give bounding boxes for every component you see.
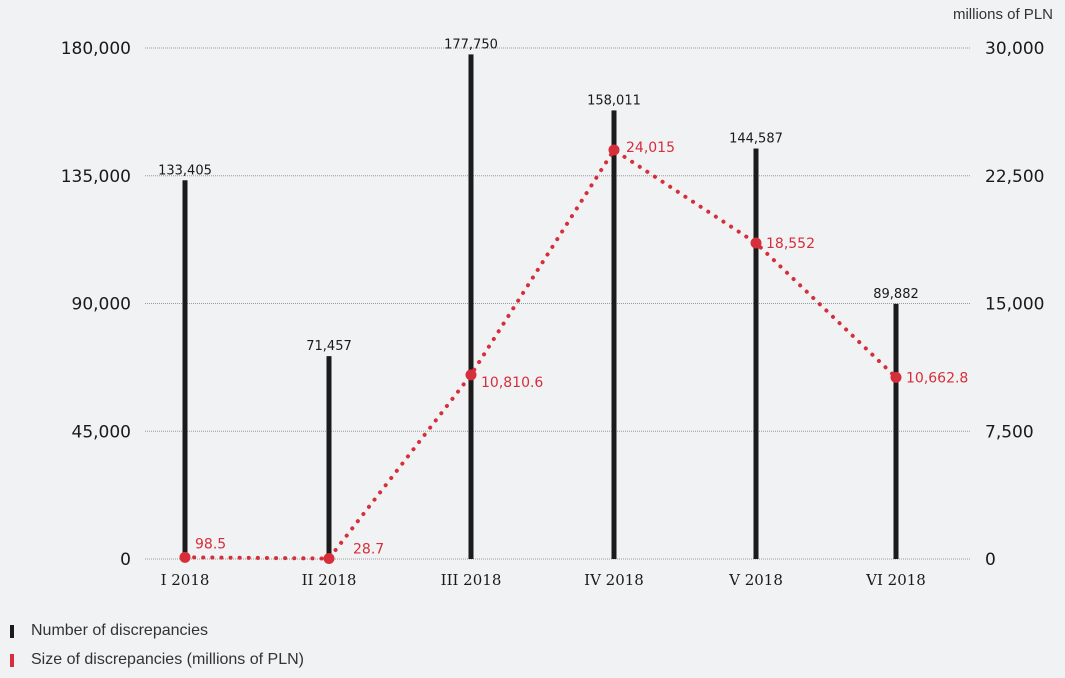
x-axis-category-label: I 2018 <box>161 571 210 589</box>
x-axis-category-label: IV 2018 <box>584 571 644 589</box>
size-series-point <box>608 144 620 156</box>
right-axis-tick-label: 15,000 <box>985 295 1044 315</box>
right-axis-tick-label: 22,500 <box>985 167 1044 187</box>
left-axis-tick-label: 180,000 <box>61 39 131 59</box>
bar <box>753 148 759 559</box>
x-axis-category-label: II 2018 <box>302 571 357 589</box>
legend-label-number: Number of discrepancies <box>31 622 208 639</box>
bar <box>611 110 617 560</box>
legend-swatch-line <box>10 653 14 667</box>
x-axis-category-label: V 2018 <box>728 571 783 589</box>
legend-item-size: Size of discrepancies (millions of PLN) <box>10 649 304 671</box>
right-axis-tick-label: 30,000 <box>985 39 1044 59</box>
legend-swatch-bar <box>10 624 14 638</box>
size-series-value-label: 98.5 <box>195 536 226 552</box>
combo-chart: 0 45,000 90,000 135,000 180,000 0 7,500 15,000 2… <box>61 37 1045 589</box>
size-series-value-label: 10,810.6 <box>481 375 543 391</box>
size-series-value-label: 18,552 <box>766 236 815 252</box>
legend-item-number: Number of discrepancies <box>10 620 304 642</box>
size-series-point <box>323 553 335 565</box>
left-axis-tick-label: 90,000 <box>72 295 131 315</box>
bar-value-label: 144,587 <box>729 132 783 147</box>
bar <box>893 303 899 559</box>
size-series-line <box>183 147 898 561</box>
left-axis-tick-label: 45,000 <box>72 422 131 442</box>
legend-label-size: Size of discrepancies (millions of PLN) <box>31 651 304 668</box>
bar <box>326 356 332 559</box>
left-axis-tick-label: 0 <box>120 550 131 570</box>
bar <box>468 54 474 559</box>
legend: Number of discrepancies Size of discrepa… <box>10 620 304 678</box>
bar <box>182 180 188 560</box>
left-axis-tick-label: 135,000 <box>61 167 131 187</box>
bar-value-label: 158,011 <box>587 93 641 108</box>
size-series-point <box>890 371 902 383</box>
bar-value-label: 133,405 <box>158 163 212 178</box>
bar-value-label: 71,457 <box>306 339 352 354</box>
right-axis-tick-label: 7,500 <box>985 422 1034 442</box>
size-series-value-label: 10,662.8 <box>906 370 968 386</box>
bar-value-label: 177,750 <box>444 37 498 52</box>
size-series-value-label: 28.7 <box>353 542 384 558</box>
right-axis-tick-label: 0 <box>985 550 996 570</box>
x-axis-category-label: VI 2018 <box>865 571 926 589</box>
size-series-value-label: 24,015 <box>626 140 675 156</box>
size-series-point <box>750 237 762 249</box>
right-axis-unit-label: millions of PLN <box>952 6 1053 23</box>
size-series-point <box>179 551 191 563</box>
bar-value-label: 89,882 <box>873 287 919 302</box>
size-series-point <box>465 369 477 381</box>
x-axis-category-label: III 2018 <box>441 571 502 589</box>
